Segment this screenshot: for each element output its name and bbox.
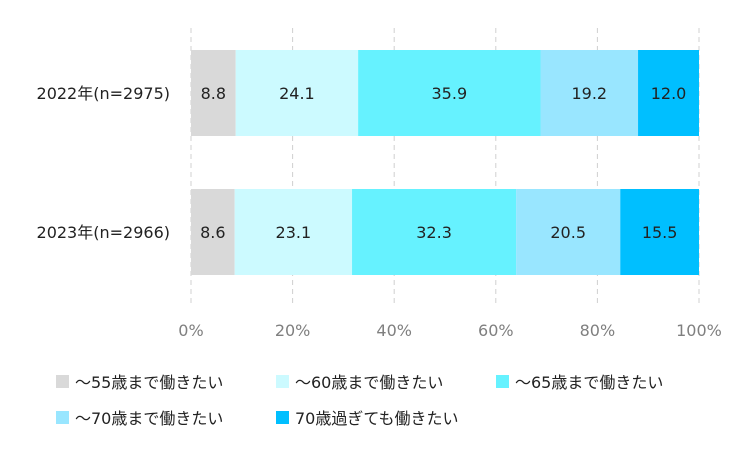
category-label: 2022年(n=2975) [37,84,170,103]
data-label: 8.8 [201,84,226,103]
data-label: 23.1 [276,223,312,242]
bar-segment [540,50,639,136]
x-tick-label: 60% [478,321,514,340]
bar-segment [191,189,235,275]
data-label: 24.1 [279,84,315,103]
data-label: 35.9 [432,84,468,103]
x-tick-label: 0% [178,321,203,340]
data-label: 20.5 [550,223,586,242]
data-label: 32.3 [416,223,452,242]
x-tick-label: 80% [580,321,616,340]
bar-segment [235,50,359,136]
bar-segment [191,50,236,136]
x-tick-label: 20% [275,321,311,340]
category-label: 2023年(n=2966) [37,223,170,242]
bar-segment [516,189,621,275]
data-label: 12.0 [651,84,687,103]
bar-segment [358,50,541,136]
x-tick-label: 40% [376,321,412,340]
data-label: 8.6 [200,223,225,242]
bar-segment [620,189,699,275]
bar-segment [234,189,353,275]
data-label: 19.2 [571,84,607,103]
x-tick-label: 100% [676,321,722,340]
data-label: 15.5 [642,223,678,242]
bar-segment [638,50,699,136]
bar-segment [352,189,517,275]
